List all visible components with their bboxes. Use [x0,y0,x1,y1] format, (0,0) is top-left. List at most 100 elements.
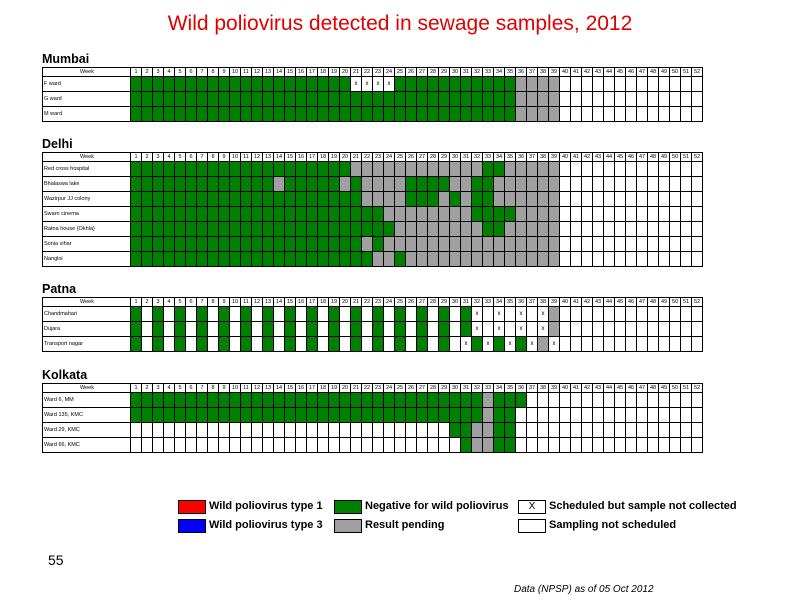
sample-cell [229,306,241,322]
sample-cell [680,407,692,423]
sample-cell [581,176,593,192]
sample-cell [306,206,318,222]
sample-cell [680,206,692,222]
sample-cell [504,236,516,252]
sample-cell [669,191,681,207]
sample-cell [152,236,164,252]
sample-cell [207,321,219,337]
week-number: 12 [251,67,263,77]
sample-cell [306,336,318,352]
sample-cell [350,191,362,207]
week-number: 17 [306,383,318,393]
sample-cell [218,306,230,322]
sample-cell [581,321,593,337]
sample-cell [383,251,395,267]
sample-cell [482,76,494,92]
sample-cell [339,321,351,337]
sample-cell [361,221,373,237]
sample-cell [306,422,318,438]
sample-cell [163,236,175,252]
sample-cell [625,91,637,107]
sample-cell [669,76,681,92]
week-number: 43 [592,297,604,307]
sample-cell [295,206,307,222]
sample-cell [240,221,252,237]
week-number: 38 [537,297,549,307]
week-number: 30 [449,152,461,162]
sample-cell [592,306,604,322]
sample-cell [482,106,494,122]
site-label: Ward 6, MM [42,392,131,408]
sample-cell [570,422,582,438]
sample-cell [207,437,219,453]
week-number: 45 [614,383,626,393]
sample-cell [163,306,175,322]
site-label: G ward [42,91,131,107]
sample-cell [152,91,164,107]
week-number: 23 [372,152,384,162]
sample-cell: x [493,306,505,322]
page-number: 55 [48,552,64,568]
sample-cell [339,437,351,453]
sample-cell [240,321,252,337]
sample-cell [284,191,296,207]
sample-cell [471,236,483,252]
sample-cell [317,321,329,337]
sample-cell [427,161,439,177]
sample-cell [141,106,153,122]
sample-cell [592,91,604,107]
week-number: 43 [592,67,604,77]
sample-cell [372,321,384,337]
sample-cell [658,236,670,252]
week-number: 2 [141,297,153,307]
sample-cell [669,106,681,122]
sample-cell [372,306,384,322]
week-number: 47 [636,152,648,162]
sample-cell [625,422,637,438]
sample-cell [416,251,428,267]
sample-cell [526,106,538,122]
sample-cell [614,236,626,252]
sample-cell [262,176,274,192]
sample-cell [229,76,241,92]
sample-cell [559,191,571,207]
sample-cell [295,392,307,408]
week-number: 21 [350,152,362,162]
sample-cell [262,336,274,352]
sample-cell [229,191,241,207]
sample-cell [636,221,648,237]
sample-cell [273,161,285,177]
sample-cell [295,407,307,423]
sample-cell [669,407,681,423]
sample-cell [636,407,648,423]
sample-cell [625,161,637,177]
sample-cell [449,91,461,107]
sample-cell [658,321,670,337]
week-number: 10 [229,152,241,162]
week-number: 51 [680,152,692,162]
data-source-note: Data (NPSP) as of 05 Oct 2012 [514,584,654,595]
sample-cell [636,392,648,408]
sample-cell [306,306,318,322]
sample-cell [625,321,637,337]
sample-cell [647,236,659,252]
sample-cell [196,76,208,92]
sample-cell [284,161,296,177]
sample-cell [163,191,175,207]
week-number: 27 [416,383,428,393]
week-number: 28 [427,383,439,393]
sample-cell [372,91,384,107]
site-label: Chandmahari [42,306,131,322]
sample-cell [570,251,582,267]
legend-swatch-wt1 [178,500,206,514]
sample-cell [449,437,461,453]
sample-cell [339,422,351,438]
sample-cell [460,392,472,408]
sample-cell [625,191,637,207]
sample-cell [603,176,615,192]
sample-cell [251,106,263,122]
sample-cell [284,437,296,453]
sample-cell [361,106,373,122]
sample-cell [328,221,340,237]
sample-cell [163,336,175,352]
